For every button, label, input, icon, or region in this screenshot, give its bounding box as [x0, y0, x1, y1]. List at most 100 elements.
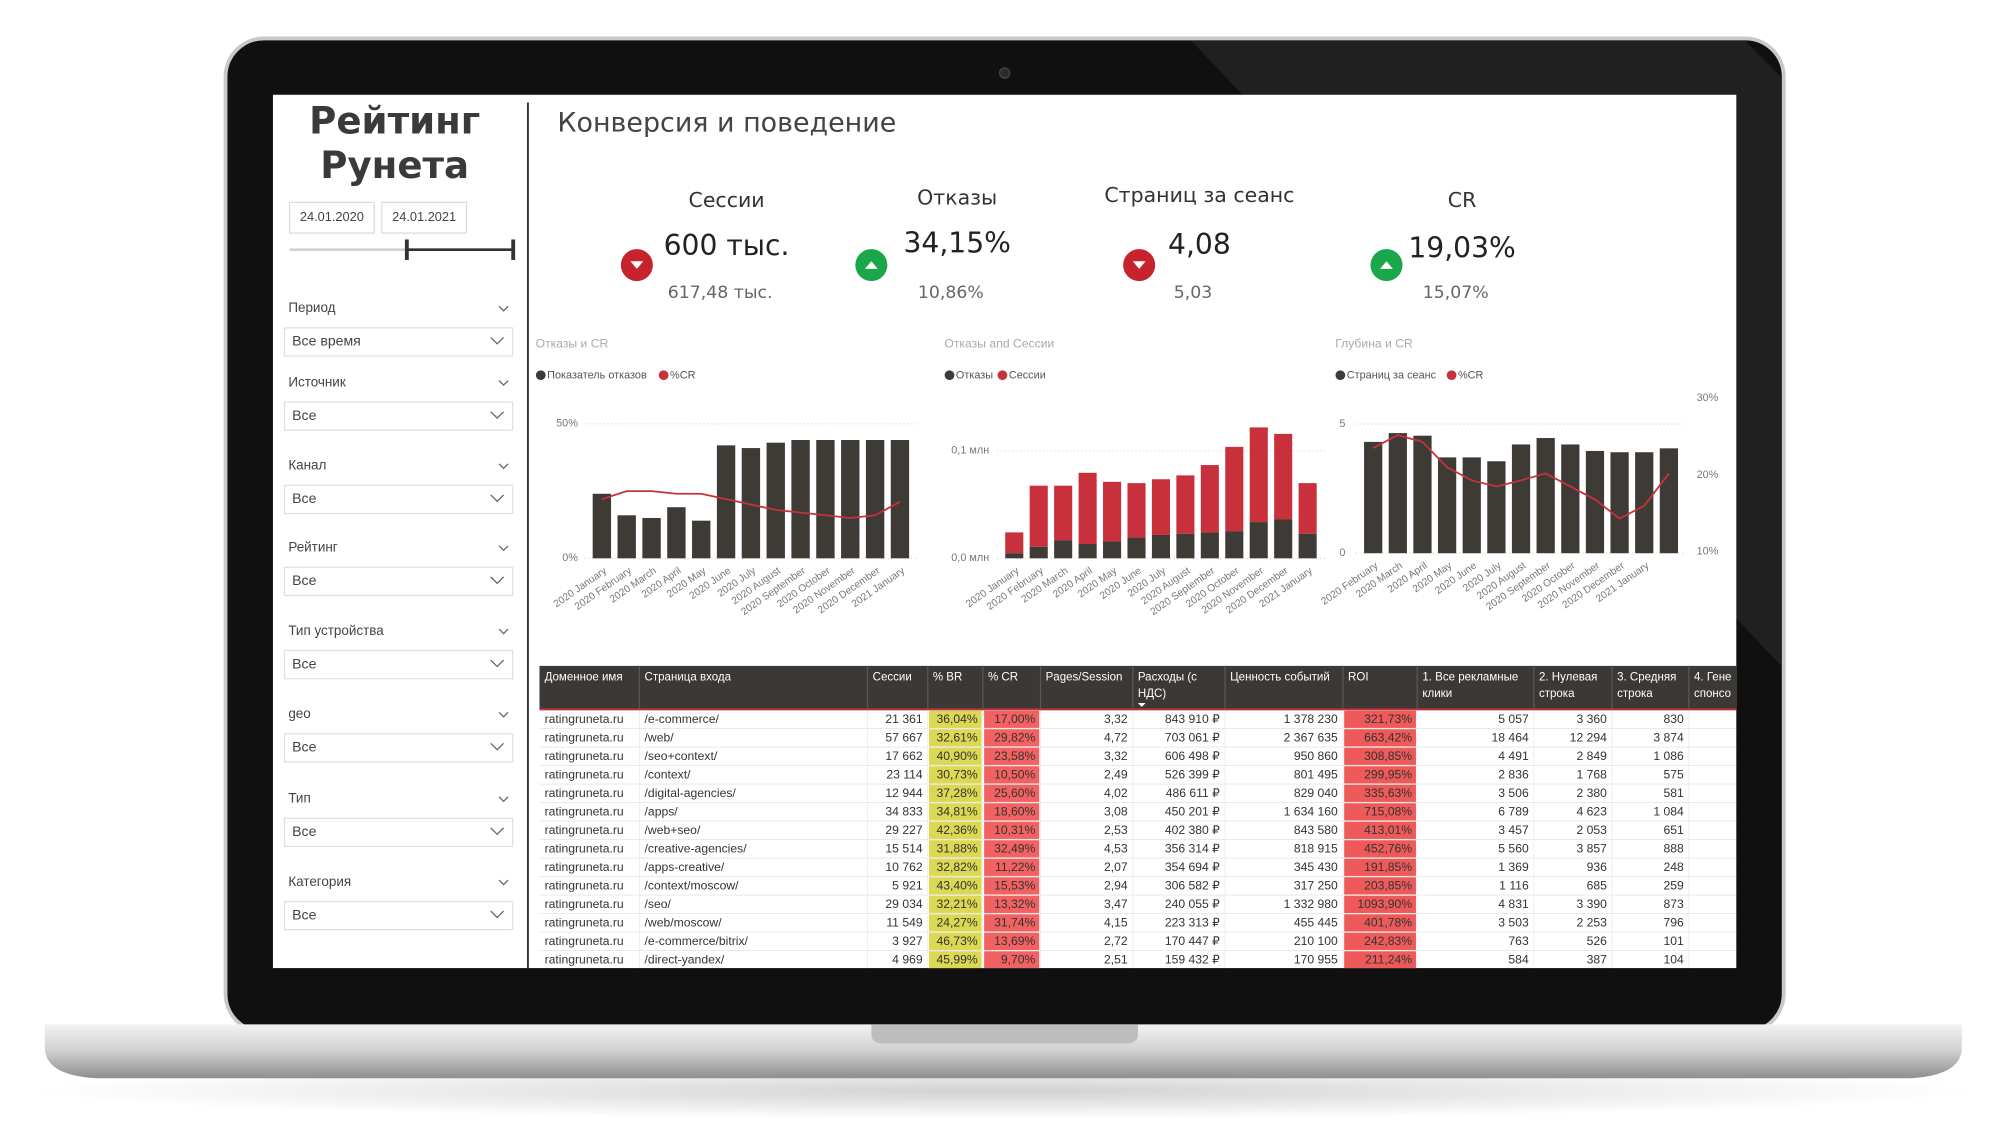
table-cell: 356 314 ₽ [1165, 842, 1220, 856]
highlight-cell [984, 895, 1040, 913]
filter-dropdown[interactable] [283, 566, 514, 597]
camera [998, 67, 1011, 79]
table-cell: 17,00% [994, 712, 1035, 726]
y-tick-label: 0 [1339, 547, 1345, 559]
table-cell: 32,21% [936, 897, 977, 911]
table-cell: 248 [1663, 860, 1684, 874]
filter-label: Период [288, 300, 335, 315]
table-cell: 581 [1663, 786, 1684, 800]
highlight-cell [984, 766, 1040, 784]
bar [766, 442, 785, 559]
bar [890, 439, 910, 559]
bar [841, 439, 860, 559]
filter-dropdown[interactable] [283, 484, 514, 515]
column-header: клики [1422, 688, 1452, 700]
filter-collapse [498, 796, 509, 803]
bar [1249, 427, 1268, 523]
highlight-cell [1344, 784, 1416, 802]
filter-dropdown[interactable] [283, 733, 514, 763]
table-cell: 159 432 ₽ [1165, 953, 1220, 967]
table-cell: 3,47 [1104, 897, 1128, 911]
table-cell: 830 [1663, 712, 1684, 726]
highlight-cell [1344, 895, 1416, 913]
table-cell: ratingruneta.ru [545, 842, 624, 856]
kpi-previous: 5,03 [1174, 283, 1212, 303]
table-cell: 2,94 [1104, 879, 1128, 893]
table-cell: 2,07 [1104, 860, 1128, 874]
column-header: строка [1617, 688, 1653, 700]
date-input[interactable] [381, 201, 468, 234]
highlight-cell [929, 951, 982, 969]
page-title: Конверсия и поведение [557, 108, 896, 139]
legend-marker [944, 370, 955, 381]
bar [1274, 433, 1293, 520]
table-cell: 11 549 [886, 916, 923, 930]
table-cell: /direct-yandex/ [645, 953, 725, 967]
date-input[interactable] [288, 201, 375, 234]
bar [1078, 472, 1097, 545]
table-cell: /e-commerce/bitrix/ [645, 934, 749, 948]
filter-dropdown[interactable] [283, 327, 514, 357]
filter-value: Все [292, 655, 316, 671]
table-cell: 5 921 [892, 879, 923, 893]
table-cell: 13,32% [994, 897, 1035, 911]
table-cell: 703 061 ₽ [1165, 731, 1220, 745]
column-header: 3. Средняя [1617, 671, 1676, 683]
highlight-cell [929, 858, 982, 876]
table-cell: /web/ [645, 731, 675, 745]
bar [1462, 457, 1481, 554]
table-cell: 12 944 [885, 786, 922, 800]
bar [741, 448, 761, 559]
table-cell: 402 380 ₽ [1165, 823, 1220, 837]
table-cell: 170 447 ₽ [1165, 934, 1220, 948]
table-cell: 211,24% [1365, 953, 1412, 967]
kpi-value: 19,03% [1408, 232, 1515, 265]
table-cell: 2 849 [1576, 749, 1607, 763]
highlight-cell [1344, 710, 1416, 728]
table-cell: 685 [1587, 879, 1608, 893]
table-cell: 12 294 [1570, 731, 1607, 745]
table-cell: 3 927 [892, 934, 923, 948]
highlight-cell [1344, 766, 1416, 784]
column-header: Страница входа [645, 671, 732, 683]
filter-label: Канал [288, 458, 326, 473]
table-cell: ratingruneta.ru [545, 768, 624, 782]
highlight-cell [929, 877, 982, 895]
dropdown-arrow [490, 742, 505, 751]
table-cell: 191,85% [1364, 860, 1412, 874]
filter-value: Все [292, 906, 316, 922]
filter-collapse [498, 545, 509, 552]
table-cell: 401,78% [1364, 916, 1412, 930]
table-cell: 31,88% [936, 842, 977, 856]
bar [865, 439, 885, 559]
filter-dropdown[interactable] [283, 401, 514, 431]
dropdown-arrow [490, 411, 505, 420]
filter-dropdown[interactable] [283, 817, 514, 848]
slider-handle[interactable] [404, 239, 409, 260]
legend-marker [1446, 370, 1457, 381]
trend-arrow [630, 261, 644, 269]
table-cell: 10,50% [994, 768, 1035, 782]
table-cell: 299,95% [1364, 768, 1412, 782]
highlight-cell [1344, 747, 1416, 765]
legend-marker [658, 370, 669, 381]
table-cell: 1 378 230 [1284, 712, 1338, 726]
highlight-cell [1344, 914, 1416, 932]
highlight-cell [984, 821, 1040, 839]
table-cell: 1 084 [1653, 805, 1684, 819]
y-tick-label: 0,1 млн [951, 445, 989, 457]
table-cell: 13,69% [994, 934, 1035, 948]
highlight-cell [984, 729, 1040, 747]
slider-handle[interactable] [511, 239, 516, 260]
table-cell: 40,90% [936, 749, 977, 763]
table-cell: 1093,90% [1357, 897, 1412, 911]
filter-dropdown[interactable] [283, 649, 514, 680]
bar [1029, 546, 1048, 559]
table-cell: 4,53 [1104, 842, 1128, 856]
legend-marker [535, 370, 546, 381]
table-cell: 2 367 635 [1284, 731, 1338, 745]
filter-dropdown[interactable] [283, 900, 514, 931]
highlight-cell [929, 784, 982, 802]
kpi-previous: 10,86% [918, 283, 984, 303]
